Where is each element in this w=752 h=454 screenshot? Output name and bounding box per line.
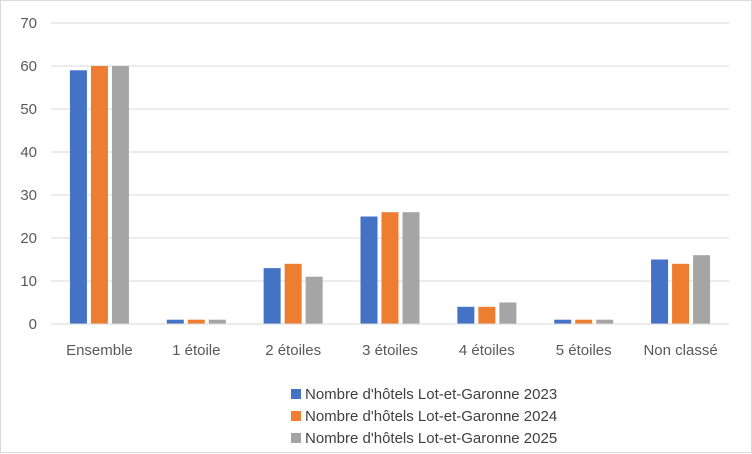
- x-tick-label: 2 étoiles: [265, 342, 321, 359]
- bar-series-2-4: [478, 306, 496, 324]
- bar-series-1-6: [651, 259, 669, 324]
- bar-series-2-3: [381, 212, 399, 324]
- bar-series-3-6: [693, 255, 711, 324]
- bar-series-2-0: [90, 66, 108, 324]
- legend: Nombre d'hôtels Lot-et-Garonne 2023 Nombr…: [291, 386, 557, 447]
- bar-series-3-5: [596, 319, 614, 324]
- bars: [69, 66, 711, 324]
- bar-series-1-4: [457, 306, 475, 324]
- y-tick-label: 10: [20, 273, 37, 290]
- bar-series-2-5: [575, 319, 593, 324]
- x-tick-label: 4 étoiles: [459, 342, 515, 359]
- legend-label: Nombre d'hôtels Lot-et-Garonne 2023: [305, 386, 557, 403]
- bar-series-3-2: [305, 276, 323, 324]
- bar-series-3-0: [111, 66, 129, 324]
- bar-series-2-2: [284, 263, 302, 324]
- bar-series-3-4: [499, 302, 517, 324]
- bar-series-2-6: [672, 263, 690, 324]
- y-tick-label: 30: [20, 187, 37, 204]
- x-tick-label: 5 étoiles: [556, 342, 612, 359]
- y-tick-label: 20: [20, 230, 37, 247]
- y-tick-label: 40: [20, 144, 37, 161]
- bar-series-1-1: [166, 319, 184, 324]
- bar-series-3-3: [402, 212, 420, 324]
- x-tick-label: Ensemble: [66, 342, 133, 359]
- bar-series-1-2: [263, 268, 281, 324]
- y-axis-tick-labels: 0 10 20 30 40 50 60 70: [20, 15, 37, 333]
- legend-swatch: [291, 389, 301, 399]
- bar-series-3-1: [208, 319, 226, 324]
- bar-series-2-1: [187, 319, 205, 324]
- gridlines: [51, 22, 729, 282]
- y-tick-label: 60: [20, 58, 37, 75]
- x-tick-label: Non classé: [643, 342, 717, 359]
- y-tick-label: 70: [20, 15, 37, 32]
- y-tick-label: 50: [20, 101, 37, 118]
- x-tick-label: 3 étoiles: [362, 342, 418, 359]
- bar-series-1-3: [360, 216, 378, 324]
- bar-series-1-0: [69, 70, 87, 324]
- y-tick-label: 0: [29, 316, 37, 333]
- legend-swatch: [291, 433, 301, 443]
- legend-label: Nombre d'hôtels Lot-et-Garonne 2025: [305, 430, 557, 447]
- legend-swatch: [291, 411, 301, 421]
- x-axis-tick-labels: Ensemble 1 étoile 2 étoiles 3 étoiles 4 étoi…: [66, 342, 718, 359]
- legend-label: Nombre d'hôtels Lot-et-Garonne 2024: [305, 408, 557, 425]
- bar-series-1-5: [554, 319, 572, 324]
- x-tick-label: 1 étoile: [172, 342, 220, 359]
